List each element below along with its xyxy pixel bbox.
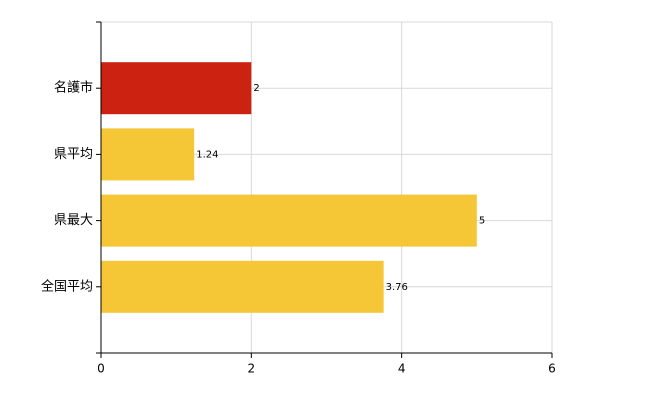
y-tick-label: 県平均 [54, 147, 93, 162]
y-tick-label: 全国平均 [41, 278, 93, 294]
x-tick-label: 6 [548, 362, 556, 376]
value-label: 2 [253, 83, 259, 94]
value-label: 1.24 [196, 149, 218, 160]
bar [101, 194, 477, 247]
x-tick-label: 4 [398, 362, 406, 376]
value-label: 5 [479, 216, 485, 227]
bar [101, 62, 252, 115]
y-tick-label: 名護市 [54, 80, 93, 96]
y-tick-label: 県最大 [54, 213, 93, 228]
bar [101, 260, 384, 313]
value-label: 3.76 [386, 282, 408, 293]
bar [101, 128, 195, 181]
x-tick-label: 2 [248, 362, 256, 376]
x-tick-label: 0 [97, 362, 105, 376]
